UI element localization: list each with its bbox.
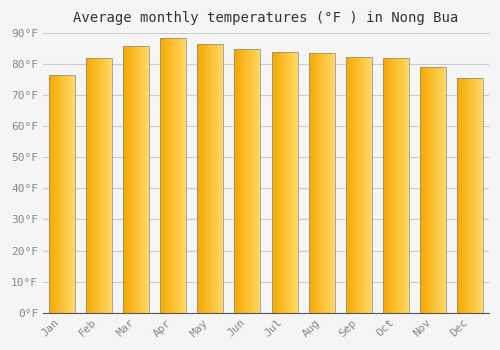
Title: Average monthly temperatures (°F ) in Nong Bua: Average monthly temperatures (°F ) in No… [74, 11, 458, 25]
Bar [308, 54, 334, 313]
Bar [197, 44, 223, 313]
Bar [234, 49, 260, 313]
Bar [272, 52, 297, 313]
Bar [86, 58, 112, 313]
Bar [123, 46, 149, 313]
Bar [458, 78, 483, 313]
Bar [346, 56, 372, 313]
Bar [420, 67, 446, 313]
Bar [383, 58, 409, 313]
Bar [160, 38, 186, 313]
Bar [48, 75, 74, 313]
